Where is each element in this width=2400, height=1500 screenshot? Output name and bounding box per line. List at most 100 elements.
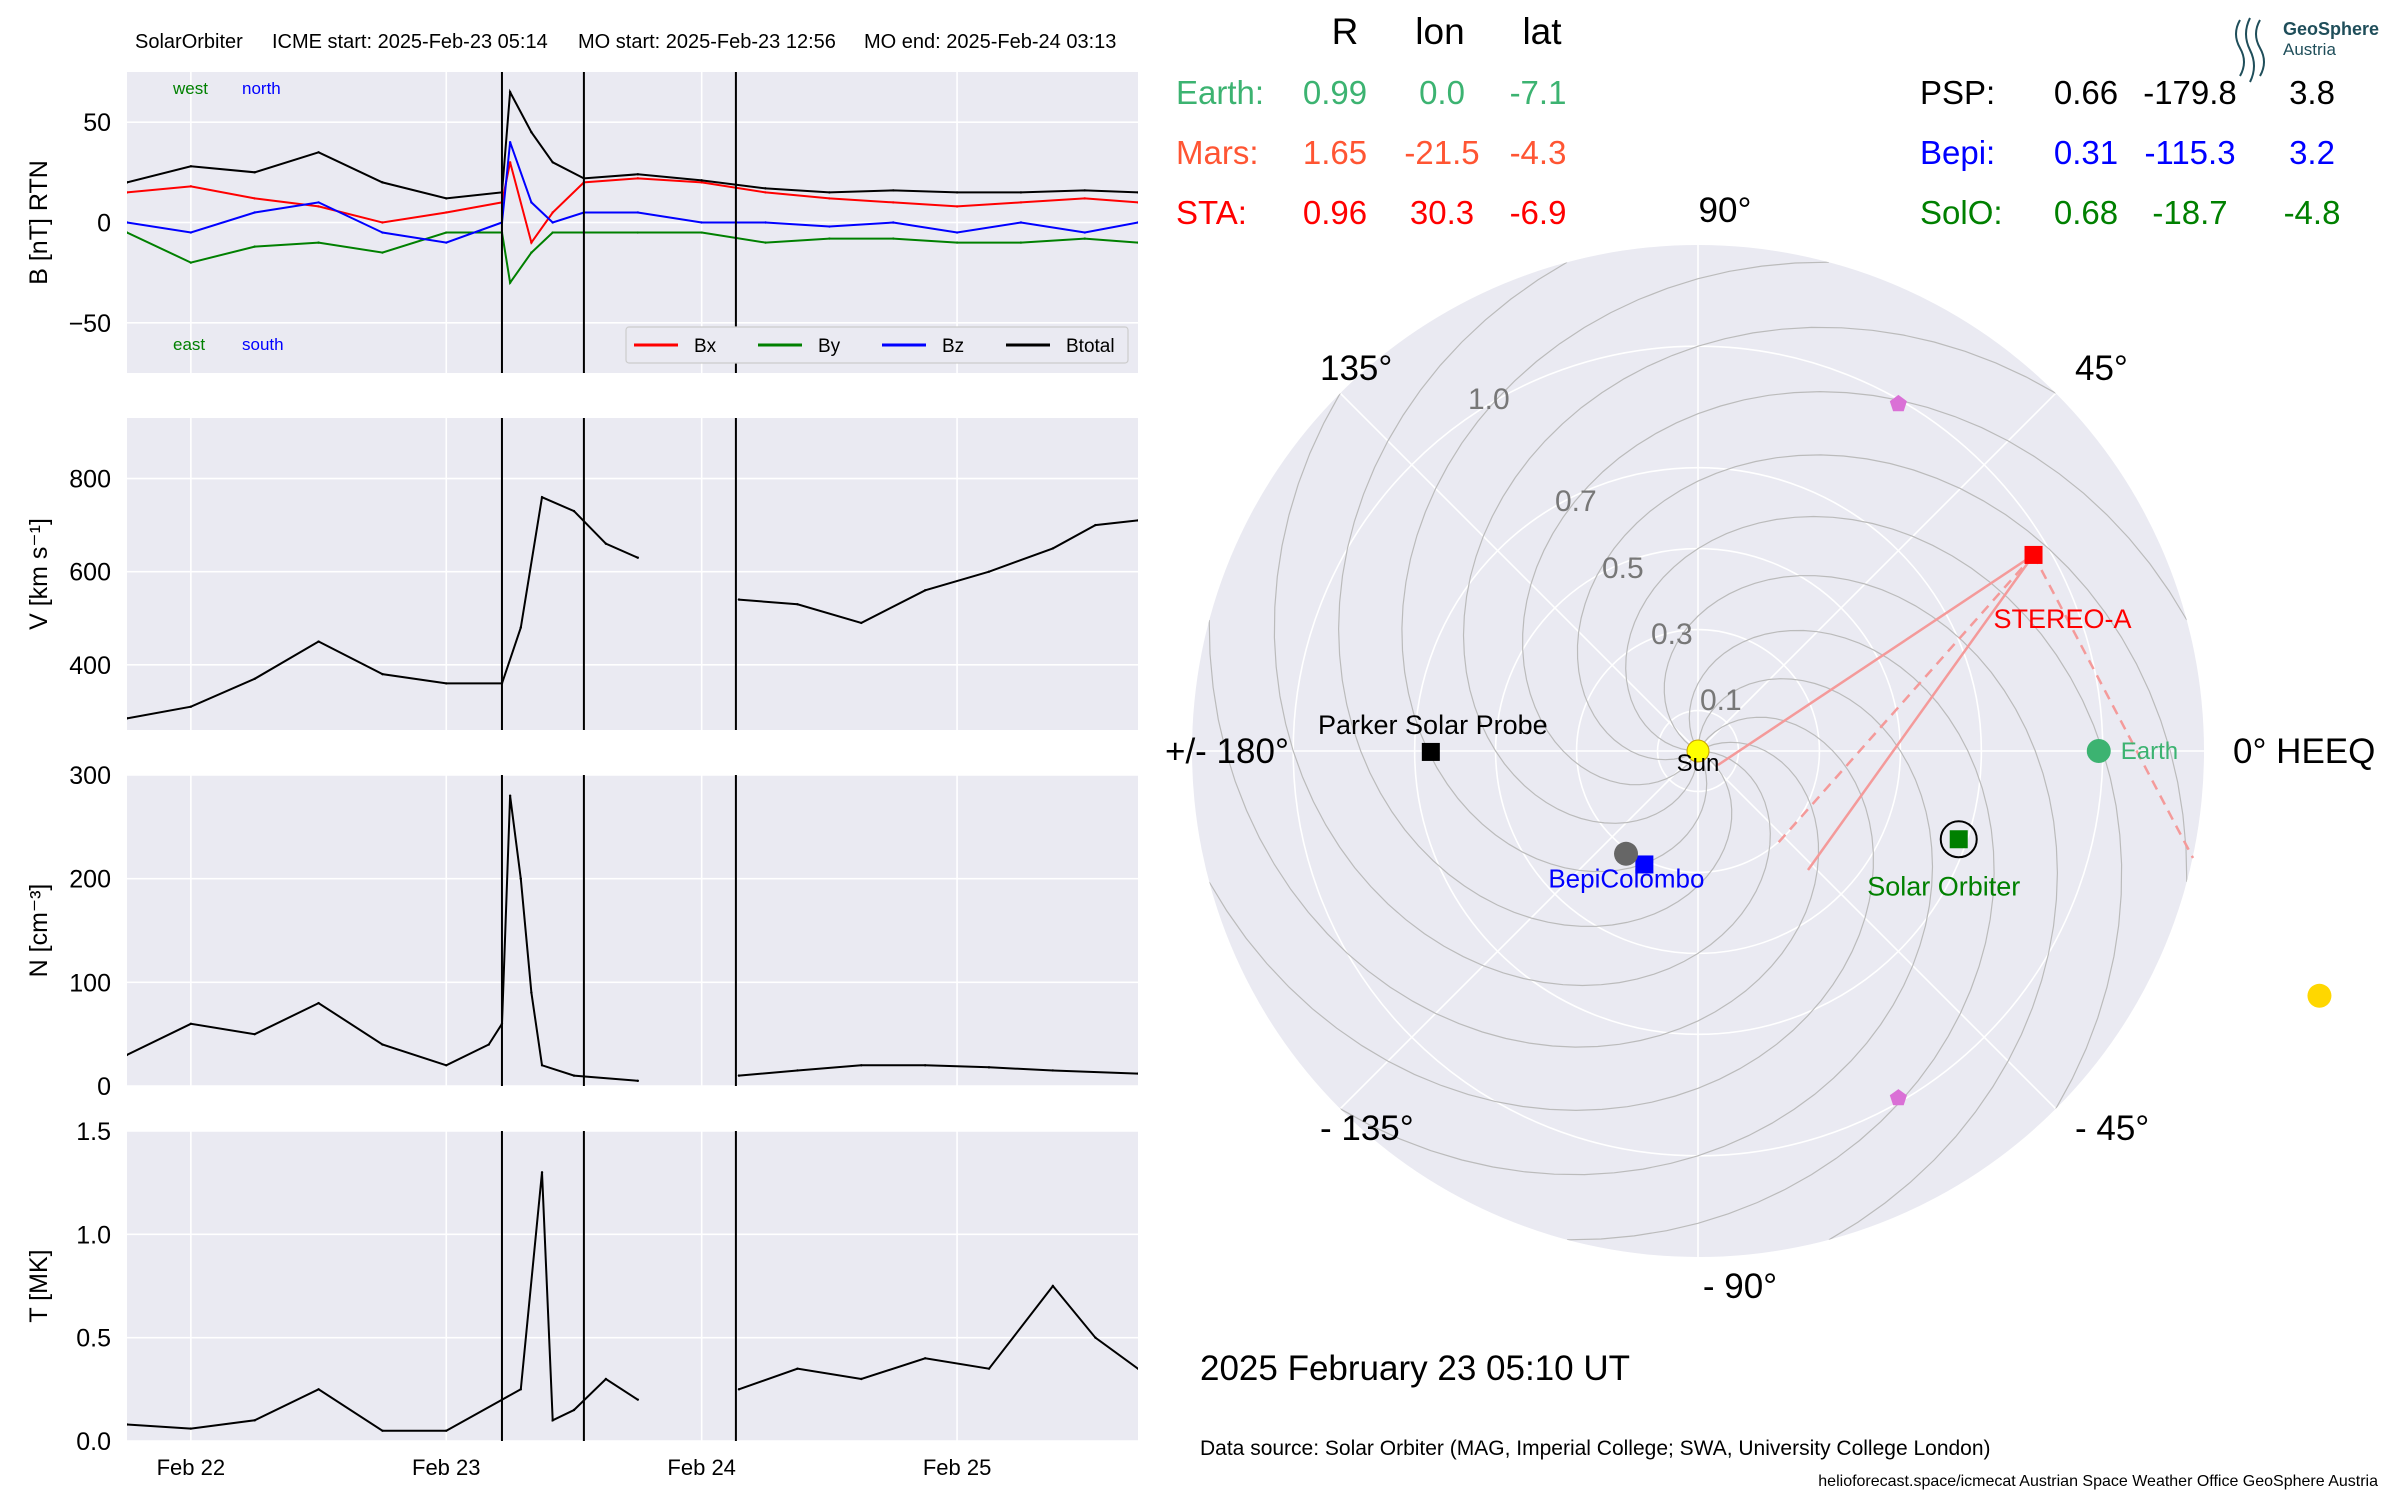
data-point [923, 1357, 927, 1360]
data-point [253, 677, 256, 680]
table-left-lat: -4.3 [1510, 134, 1567, 171]
spiral-line [1576, 454, 2188, 883]
data-point [1136, 191, 1138, 194]
panel-V: 400 600 800 V [km s⁻¹] [25, 418, 1138, 730]
data-point [1136, 1072, 1138, 1075]
table-left-lon: 0.0 [1419, 74, 1465, 111]
data-point [253, 245, 256, 248]
data-point [508, 281, 512, 284]
angular-grid-line [1339, 750, 1699, 1110]
data-point [189, 231, 193, 234]
data-point [519, 626, 522, 629]
datetime-label: 2025 February 23 05:10 UT [1200, 1349, 1630, 1388]
data-point [987, 1367, 991, 1370]
data-point [1083, 197, 1086, 200]
data-point [381, 231, 384, 234]
spiral-line [1625, 515, 2123, 1110]
data-point [572, 1074, 576, 1077]
panel-background [127, 775, 1138, 1086]
marker-solar-orbiter [1949, 830, 1968, 849]
data-point [700, 221, 703, 224]
polar-position-plot: 0.10.30.5 0.7 1.0 0° HEEQ 45° 90° 135° +/- 180°… [1165, 191, 2375, 1306]
angle-label: - 45° [2075, 1109, 2149, 1148]
data-point [508, 90, 512, 94]
data-point [796, 1367, 799, 1370]
stereo-a-view-lines [1717, 553, 2195, 871]
y-axis-label: B [nT] RTN [25, 160, 53, 285]
legend-label-Btotal: Btotal [1066, 336, 1115, 357]
series-group [127, 495, 1138, 720]
data-point [540, 1171, 544, 1174]
spiral-line [1663, 575, 2059, 1241]
data-point [317, 201, 320, 204]
data-point [530, 201, 533, 204]
data-point [796, 603, 799, 606]
data-point [189, 1427, 193, 1430]
data-source-label: Data source: Solar Orbiter (MAG, Imperia… [1200, 1437, 1991, 1460]
spiral-line [1337, 261, 1733, 927]
solar-orbiter-ring [1939, 820, 1978, 859]
data-point [508, 141, 512, 144]
data-point [1019, 201, 1023, 204]
table-left-name: Mars: [1176, 134, 1259, 171]
data-point [445, 241, 448, 244]
data-point [381, 221, 384, 224]
y-tick-label: 50 [83, 109, 111, 137]
y-tick-label: 100 [69, 969, 111, 997]
marker-mercury [1614, 841, 1639, 866]
marker-earth [2086, 739, 2111, 763]
point-label-parker-solar-probe: Parker Solar Probe [1318, 710, 1548, 740]
sta-dashed-line [2032, 554, 2195, 859]
geosphere-logo-icon [2235, 17, 2265, 83]
table-left-name: STA: [1176, 194, 1247, 231]
angle-label: - 90° [1703, 1267, 1777, 1306]
mo-end-label: MO end: 2025-Feb-24 03:13 [864, 31, 1116, 53]
data-point [604, 1377, 608, 1381]
data-point [1136, 201, 1138, 204]
spacecraft-label: SolarOrbiter [135, 31, 243, 53]
annotation-south: south [242, 335, 284, 354]
logo-line2: Austria [2283, 40, 2336, 59]
data-point [127, 1053, 129, 1057]
data-point [737, 598, 741, 601]
series-line-Btotal [127, 88, 1138, 200]
panel-background [127, 418, 1138, 730]
data-point [636, 231, 640, 234]
data-point [551, 211, 554, 214]
y-tick-label: 800 [69, 466, 111, 494]
data-point [1136, 221, 1138, 224]
data-point [636, 177, 640, 180]
data-point [317, 151, 320, 154]
marker-sun [1686, 739, 1710, 763]
data-point [764, 221, 767, 224]
data-point [700, 181, 703, 184]
annotation-north: north [242, 79, 281, 98]
data-point [892, 221, 895, 224]
data-point [381, 672, 384, 676]
data-point [923, 589, 927, 592]
y-tick-label: 0.0 [76, 1428, 111, 1456]
data-point [127, 231, 129, 234]
data-point [572, 509, 576, 513]
data-point [1136, 519, 1138, 522]
table-left-name: Earth: [1176, 74, 1264, 111]
data-point [1094, 1336, 1097, 1339]
sta-sun-line [1717, 553, 2035, 767]
data-point [127, 717, 129, 720]
data-point [445, 211, 448, 214]
data-point [540, 1064, 544, 1067]
table-header-lat: lat [1522, 11, 1562, 52]
data-point [508, 161, 512, 164]
legend: Bx By Bz Btotal [625, 326, 1129, 364]
data-point [987, 1066, 991, 1069]
data-point [1051, 1069, 1055, 1072]
series-line-V [738, 519, 1138, 624]
data-point [445, 1429, 448, 1432]
legend-label-Bz: Bz [942, 336, 964, 357]
legend-label-By: By [818, 336, 841, 357]
data-point [508, 794, 512, 797]
data-point [1051, 1284, 1055, 1288]
data-point [253, 211, 256, 214]
data-point [189, 185, 193, 188]
